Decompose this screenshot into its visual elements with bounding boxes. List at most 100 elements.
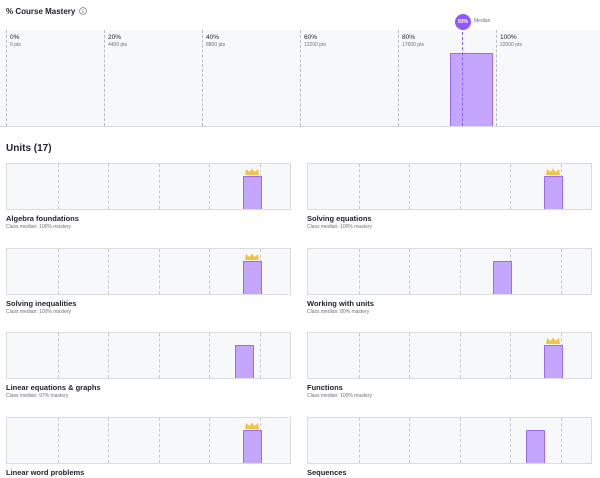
- crown-icon: [245, 168, 259, 175]
- tick-line-0: [6, 30, 7, 126]
- unit-class-median: Class median: 80% mastery: [307, 309, 370, 315]
- unit-mastery-chart: [6, 248, 291, 295]
- unit-name[interactable]: Functions: [307, 383, 343, 392]
- unit-median-bar[interactable]: [544, 176, 563, 209]
- tick-pts-60: 13200 pts: [304, 42, 326, 48]
- course-mastery-header: % Course Mastery: [6, 5, 88, 17]
- unit-mastery-chart: [307, 332, 592, 379]
- unit-tick-line: [209, 418, 210, 463]
- unit-tick-line: [58, 249, 59, 294]
- crown-icon: [546, 168, 560, 175]
- unit-tick-line: [108, 333, 109, 378]
- unit-name[interactable]: Algebra foundations: [6, 214, 79, 223]
- tick-line-40: [202, 30, 203, 126]
- tick-line-60: [300, 30, 301, 126]
- unit-card[interactable]: Functions Class median: 100% mastery: [307, 332, 592, 399]
- unit-class-median: Class median: 100% mastery: [6, 309, 72, 315]
- unit-name[interactable]: Linear word problems: [6, 468, 85, 477]
- unit-tick-line: [108, 249, 109, 294]
- unit-name[interactable]: Solving inequalities: [6, 299, 77, 308]
- unit-tick-line: [58, 333, 59, 378]
- unit-tick-line: [460, 164, 461, 209]
- unit-card[interactable]: Algebra foundations Class median: 100% ma…: [6, 163, 291, 230]
- unit-tick-line: [510, 164, 511, 209]
- unit-mastery-chart: [6, 163, 291, 210]
- unit-name[interactable]: Working with units: [307, 299, 374, 308]
- tick-pts-20: 4400 pts: [108, 42, 128, 48]
- unit-tick-line: [209, 164, 210, 209]
- unit-tick-line: [58, 418, 59, 463]
- unit-tick-line: [58, 164, 59, 209]
- unit-tick-line: [409, 249, 410, 294]
- tick-label-60: 60%: [304, 34, 318, 41]
- unit-median-bar[interactable]: [243, 430, 262, 463]
- unit-tick-line: [209, 249, 210, 294]
- tick-pts-0: 0 pts: [10, 42, 21, 48]
- unit-median-bar[interactable]: [243, 176, 262, 209]
- tick-pts-40: 8800 pts: [206, 42, 226, 48]
- unit-tick-line: [409, 333, 410, 378]
- unit-median-bar[interactable]: [243, 261, 262, 294]
- unit-median-bar[interactable]: [526, 430, 545, 463]
- unit-card[interactable]: Sequences: [307, 417, 592, 477]
- unit-card[interactable]: Solving inequalities Class median: 100% m…: [6, 248, 291, 315]
- median-label: Median: [474, 18, 491, 24]
- course-mastery-chart: 0% 0 pts 20% 4400 pts 40% 8800 pts 60% 1…: [0, 14, 600, 126]
- crown-icon: [546, 337, 560, 344]
- tick-pts-100: 22000 pts: [500, 42, 522, 48]
- crown-icon: [245, 253, 259, 260]
- unit-card[interactable]: Linear equations & graphs Class median: 9…: [6, 332, 291, 399]
- unit-class-median: Class median: 100% mastery: [6, 224, 72, 230]
- tick-label-100: 100%: [500, 34, 517, 41]
- unit-tick-line: [409, 418, 410, 463]
- unit-tick-line: [359, 164, 360, 209]
- unit-tick-line: [108, 164, 109, 209]
- unit-tick-line: [359, 418, 360, 463]
- unit-mastery-chart: [307, 248, 592, 295]
- unit-tick-line: [510, 418, 511, 463]
- tick-line-80: [398, 30, 399, 126]
- median-badge[interactable]: 93%: [455, 14, 471, 30]
- tick-label-40: 40%: [206, 34, 220, 41]
- unit-tick-line: [209, 333, 210, 378]
- tick-pts-80: 17600 pts: [402, 42, 424, 48]
- unit-card[interactable]: Solving equations Class median: 100% mast…: [307, 163, 592, 230]
- unit-mastery-chart: [6, 417, 291, 464]
- unit-median-bar[interactable]: [544, 345, 563, 378]
- unit-name[interactable]: Solving equations: [307, 214, 372, 223]
- unit-tick-line: [460, 418, 461, 463]
- unit-mastery-chart: [307, 417, 592, 464]
- unit-tick-line: [460, 249, 461, 294]
- unit-mastery-chart: [307, 163, 592, 210]
- unit-tick-line: [159, 164, 160, 209]
- unit-tick-line: [510, 333, 511, 378]
- info-icon[interactable]: [79, 7, 88, 15]
- unit-card[interactable]: Linear word problems: [6, 417, 291, 477]
- unit-mastery-chart: [6, 332, 291, 379]
- unit-tick-line: [159, 418, 160, 463]
- unit-tick-line: [159, 249, 160, 294]
- unit-tick-line: [108, 418, 109, 463]
- unit-name[interactable]: Sequences: [307, 468, 347, 477]
- unit-name[interactable]: Linear equations & graphs: [6, 383, 101, 392]
- unit-tick-line: [561, 249, 562, 294]
- unit-tick-line: [561, 418, 562, 463]
- unit-tick-line: [409, 164, 410, 209]
- tick-label-0: 0%: [10, 34, 20, 41]
- course-mastery-title: % Course Mastery: [6, 6, 76, 16]
- unit-class-median: Class median: 100% mastery: [307, 393, 373, 399]
- unit-median-bar[interactable]: [235, 345, 254, 378]
- unit-tick-line: [359, 333, 360, 378]
- mastery-distribution-bar[interactable]: [450, 53, 493, 126]
- units-title: Units (17): [6, 143, 52, 154]
- crown-icon: [245, 422, 259, 429]
- unit-class-median: Class median: 100% mastery: [307, 224, 373, 230]
- unit-median-bar[interactable]: [493, 261, 512, 294]
- tick-line-100: [496, 30, 497, 126]
- unit-tick-line: [460, 333, 461, 378]
- unit-card[interactable]: Working with units Class median: 80% mast…: [307, 248, 592, 315]
- unit-tick-line: [260, 333, 261, 378]
- unit-class-median: Class median: 97% mastery: [6, 393, 69, 399]
- unit-tick-line: [359, 249, 360, 294]
- section-divider: [0, 126, 600, 127]
